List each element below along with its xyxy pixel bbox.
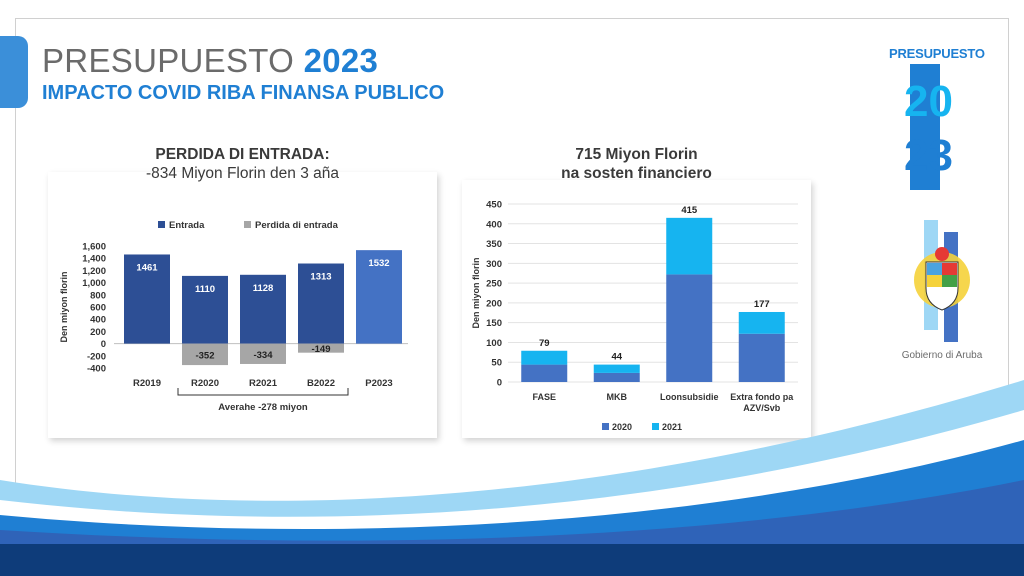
- y-tick-label: 200: [486, 298, 502, 309]
- legend-label-2020: 2020: [612, 422, 632, 432]
- x-tick-label: R2019: [133, 378, 161, 389]
- bar-2021-0: [521, 350, 568, 365]
- y-tick-label: 50: [491, 358, 502, 369]
- left-chart-title-line1: PERDIDA DI ENTRADA:: [155, 146, 330, 163]
- slide-accent-tab: [0, 36, 28, 108]
- legend-label-entrada: Entrada: [169, 220, 205, 231]
- data-label-entrada: 1313: [310, 272, 331, 283]
- legend-swatch-entrada: [158, 221, 165, 228]
- title-year: 2023: [303, 42, 379, 79]
- y-tick-label: 250: [486, 279, 502, 290]
- y-tick-label: 400: [486, 219, 502, 230]
- x-tick-label: Extra fondo pa: [730, 392, 794, 402]
- y-tick-label: 1,000: [82, 278, 106, 289]
- legend-swatch-perdida: [244, 221, 251, 228]
- right-chart-title-line1: 715 Miyon Florin: [575, 146, 698, 163]
- bar-2020-3: [738, 333, 785, 382]
- x-tick-label: Loonsubsidie: [660, 392, 719, 402]
- data-label-perdida: -149: [311, 344, 330, 355]
- government-logo: Gobierno di Aruba: [896, 218, 988, 363]
- y-tick-label: 1,400: [82, 254, 106, 265]
- bar-2020-1: [593, 372, 640, 382]
- coat-of-arms-icon: [914, 220, 970, 342]
- x-tick-label: MKB: [607, 392, 628, 402]
- footer-bar: [0, 544, 1024, 576]
- average-bracket: [177, 388, 349, 396]
- right-chart-title-line2: na sosten financiero: [561, 165, 712, 182]
- bar-entrada-R2021: [240, 274, 286, 344]
- data-label-entrada: 1532: [368, 258, 389, 269]
- data-label-total: 44: [611, 352, 622, 363]
- data-label-entrada: 1128: [253, 283, 274, 294]
- government-label: Gobierno di Aruba: [901, 350, 983, 361]
- y-tick-label: 100: [486, 338, 502, 349]
- title-word: PRESUPUESTO: [42, 42, 295, 79]
- bar-perdida-B2022: [298, 343, 344, 353]
- y-tick-label: 600: [90, 303, 106, 314]
- y-axis-label: Den miyon florin: [471, 257, 481, 328]
- data-label-entrada: 1110: [195, 284, 215, 295]
- y-tick-label: 150: [486, 318, 502, 329]
- x-tick-label: R2021: [249, 378, 278, 389]
- legend-label-perdida: Perdida di entrada: [255, 220, 339, 231]
- left-chart-title-line2: -834 Miyon Florin den 3 aña: [145, 165, 339, 182]
- decorative-wave: [0, 380, 1024, 550]
- y-tick-label: 350: [486, 239, 502, 250]
- data-label-perdida: -352: [195, 350, 214, 361]
- bar-entrada-R2020: [182, 275, 228, 344]
- x-tick-label: P2023: [365, 378, 392, 389]
- bar-entrada-P2023: [356, 250, 402, 344]
- x-tick-label: R2020: [191, 378, 219, 389]
- page-title: PRESUPUESTO 2023: [42, 42, 378, 80]
- bar-2020-0: [521, 364, 568, 382]
- logo-2023-graphic: 20 23: [904, 64, 953, 190]
- y-tick-label: -200: [87, 351, 106, 362]
- presupuesto-logo: PRESUPUESTO 20 23: [884, 44, 1000, 196]
- financial-support-chart-panel: [462, 180, 811, 438]
- bar-2021-3: [738, 311, 785, 334]
- y-tick-label: 0: [497, 378, 502, 389]
- data-label-perdida: -334: [253, 350, 273, 361]
- svg-text:20: 20: [904, 77, 953, 126]
- x-tick-label: AZV/Svb: [743, 403, 781, 413]
- y-tick-label: 300: [486, 259, 502, 270]
- y-tick-label: 1,200: [82, 266, 106, 277]
- bar-2020-2: [666, 274, 713, 382]
- y-tick-label: 1,600: [82, 242, 106, 253]
- data-label-total: 177: [754, 299, 770, 310]
- legend-label-2021: 2021: [662, 422, 682, 432]
- financial-support-chart: 0 50 100 150 200 250 300 350 400 450 Den miyon flo…: [471, 200, 798, 432]
- legend-swatch-2021: [652, 423, 659, 430]
- bar-perdida-R2020: [182, 343, 228, 366]
- bar-entrada-B2022: [298, 263, 344, 344]
- bar-2021-1: [593, 364, 640, 373]
- bar-2021-2: [666, 217, 713, 275]
- logo-word: PRESUPUESTO: [889, 46, 985, 61]
- legend-swatch-2020: [602, 423, 609, 430]
- y-tick-label: 200: [90, 327, 106, 338]
- svg-text:23: 23: [904, 131, 953, 180]
- y-tick-label: 450: [486, 200, 502, 211]
- data-label-entrada: 1461: [136, 262, 158, 273]
- y-tick-label: 400: [90, 315, 106, 326]
- y-axis-label: Den miyon florin: [59, 271, 69, 342]
- data-label-total: 79: [539, 338, 550, 349]
- y-tick-label: 0: [101, 339, 106, 350]
- average-annotation: Averahe -278 miyon: [218, 402, 308, 413]
- x-tick-label: FASE: [532, 392, 556, 402]
- bar-entrada-R2019: [124, 254, 170, 344]
- bar-perdida-R2021: [240, 343, 286, 364]
- revenue-loss-chart: Entrada Perdida di entrada 1,6001,4001,200…: [59, 220, 408, 413]
- page-subtitle: IMPACTO COVID RIBA FINANSA PUBLICO: [42, 82, 445, 104]
- y-tick-label: -400: [87, 364, 106, 375]
- data-label-total: 415: [681, 205, 698, 216]
- y-tick-label: 800: [90, 290, 106, 301]
- x-tick-label: B2022: [307, 378, 335, 389]
